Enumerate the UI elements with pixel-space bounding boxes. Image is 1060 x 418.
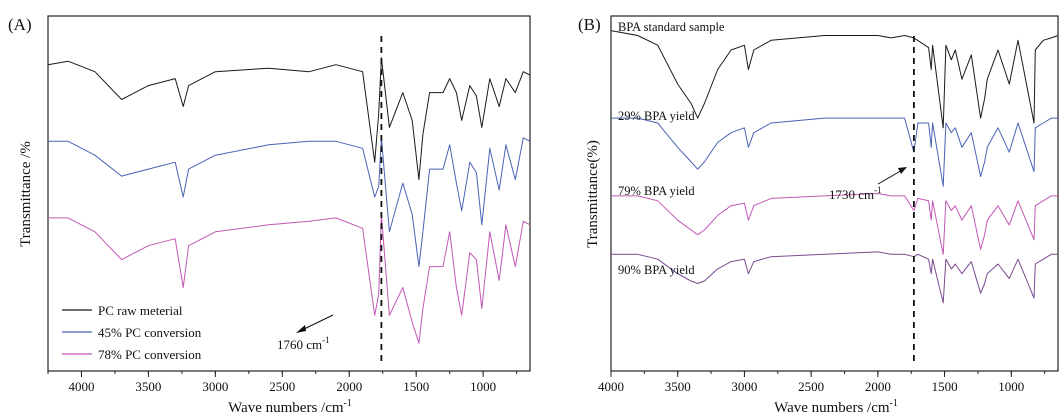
curve-label-90-yield: 90% BPA yield xyxy=(618,263,695,277)
panel-a-y-title: Transmittance /% xyxy=(18,141,34,247)
panel-b-plot-frame xyxy=(610,15,1059,372)
spectrum-line-2 xyxy=(48,137,531,268)
x-tick-label: 1500 xyxy=(932,379,958,394)
spectrum-line-4 xyxy=(611,251,1058,304)
x-tick-label: 4000 xyxy=(68,379,94,394)
curve-label-bpa-standard: BPA standard sample xyxy=(618,20,725,34)
x-tick-label: 2000 xyxy=(336,379,362,394)
x-tick-label: 4000 xyxy=(598,379,624,394)
curve-label-79-yield: 79% BPA yield xyxy=(618,184,695,198)
x-tick-label: 3500 xyxy=(665,379,691,394)
spectrum-line-1 xyxy=(610,30,1059,129)
panel-a-x-axis: 4000 3500 3000 2500 2000 1500 1000 xyxy=(47,371,518,394)
x-tick-label: 1000 xyxy=(470,379,496,394)
x-tick-label: 3500 xyxy=(135,379,161,394)
curve-label-29-yield: 29% BPA yield xyxy=(618,109,695,123)
legend-label-45: 45% PC conversion xyxy=(98,325,202,340)
panel-a-annotation: 1760 cm-1 xyxy=(277,314,334,352)
panel-a-arrowhead xyxy=(296,325,306,333)
panel-b-x-title: Wave numbers /cm-1 xyxy=(774,398,898,416)
x-tick-label: 1500 xyxy=(403,379,429,394)
spectrum-line-2 xyxy=(611,117,1058,187)
panel-a-plot-frame xyxy=(47,15,531,372)
panel-b-x-axis: 4000 3500 3000 2500 2000 1500 1000 xyxy=(598,371,1046,394)
panel-a-x-title: Wave numbers /cm-1 xyxy=(228,398,352,416)
panel-b-annotation-text: 1730 cm-1 xyxy=(829,185,882,202)
panel-b-arrowhead xyxy=(898,167,907,174)
x-tick-label: 2500 xyxy=(798,379,824,394)
panel-b: (B) 4000 3500 3000 2500 2000 1500 1000 BPA sta… xyxy=(578,15,1059,416)
legend-label-raw: PC raw meterial xyxy=(98,303,183,318)
x-tick-label: 3000 xyxy=(731,379,757,394)
panel-a: (A) 4000 3500 3000 2500 2000 1500 1000 PC raw … xyxy=(8,15,531,416)
panel-b-label: (B) xyxy=(578,15,601,34)
panel-b-y-title: Transmittance(%) xyxy=(585,140,601,248)
spectrum-line-1 xyxy=(47,57,531,181)
panel-b-annotation: 1730 cm-1 xyxy=(829,167,907,202)
x-tick-label: 2000 xyxy=(865,379,891,394)
x-tick-label: 3000 xyxy=(202,379,228,394)
panel-a-legend: PC raw meterial 45% PC conversion 78% PC… xyxy=(62,303,202,362)
panel-b-curves xyxy=(610,30,1059,304)
x-tick-label: 2500 xyxy=(269,379,295,394)
spectrum-line-3 xyxy=(48,213,531,344)
x-tick-label: 1000 xyxy=(998,379,1024,394)
panel-a-curves xyxy=(47,57,531,344)
spectrum-line-3 xyxy=(611,193,1058,255)
panel-a-label: (A) xyxy=(8,15,32,34)
panel-b-arrow xyxy=(877,168,905,185)
legend-label-78: 78% PC conversion xyxy=(98,347,202,362)
panel-a-annotation-text: 1760 cm-1 xyxy=(277,335,330,352)
